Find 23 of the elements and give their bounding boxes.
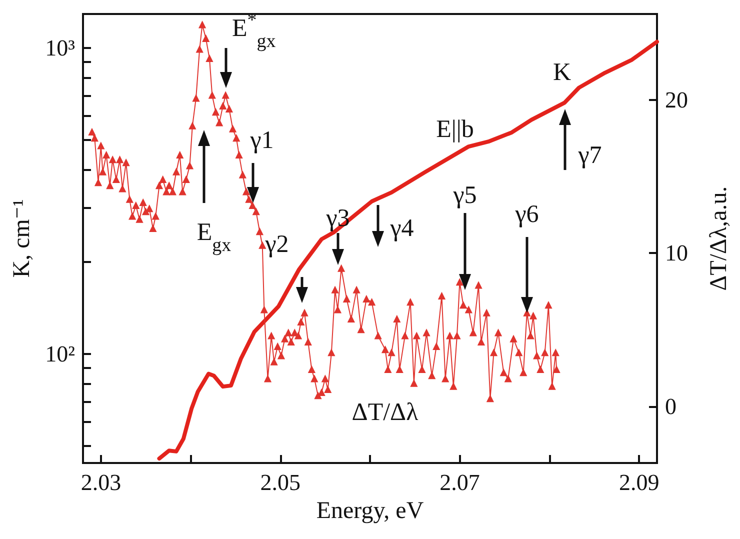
y2-axis-title: ΔT/Δλ,a.u. (706, 186, 732, 291)
x-axis-title: Energy, eV (316, 498, 424, 524)
annotation: E||b (436, 116, 474, 143)
annotation: γ6 (514, 201, 539, 228)
series-label: ΔT/Δλ (352, 399, 418, 426)
annotation: E$_{gx}$ (196, 219, 232, 256)
annotation: γ5 (452, 182, 477, 209)
y-tick-label: 10² (45, 341, 76, 366)
series-label: K (552, 59, 572, 86)
x-tick-label: 2.09 (618, 470, 660, 495)
annotation: γ2 (264, 231, 289, 258)
annotation: γ3 (325, 205, 350, 232)
y-axis-title: K, cm⁻¹ (9, 199, 36, 278)
x-tick-label: 2.05 (260, 470, 300, 495)
annotation: γ1 (249, 127, 274, 154)
y2-tick-label: 10 (665, 240, 688, 266)
y2-tick-label: 20 (665, 87, 688, 112)
x-tick-label: 2.07 (440, 470, 480, 495)
y2-tick-label: 0 (665, 394, 676, 419)
annotation: γ7 (577, 142, 602, 169)
x-tick-label: 2.03 (80, 470, 122, 495)
y-tick-label: 10³ (45, 35, 76, 60)
annotation: γ4 (389, 215, 414, 242)
